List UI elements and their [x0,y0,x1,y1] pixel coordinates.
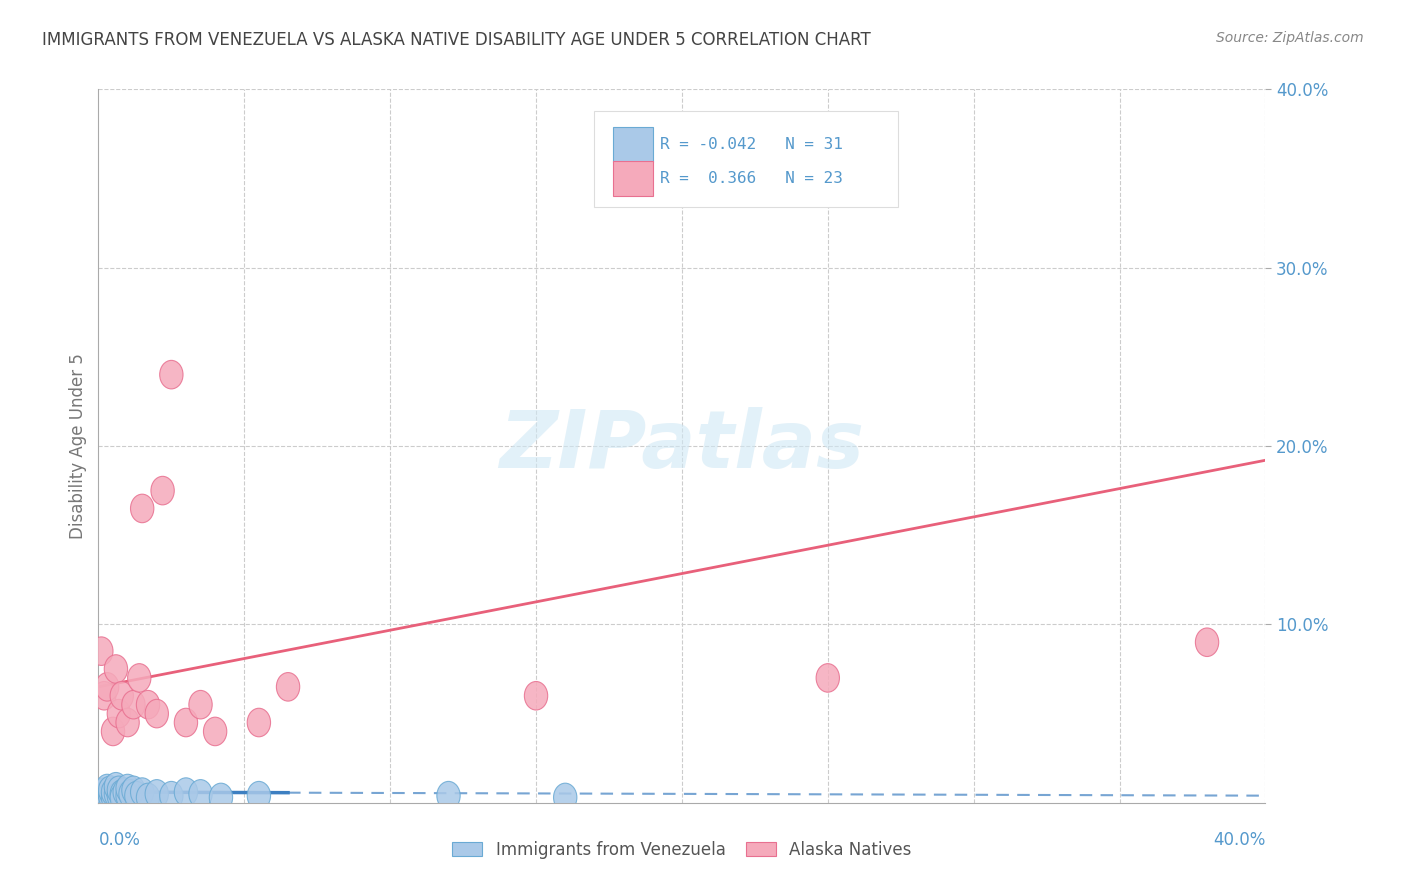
Legend: Immigrants from Venezuela, Alaska Natives: Immigrants from Venezuela, Alaska Native… [453,840,911,859]
Ellipse shape [160,781,183,810]
Text: 0.0%: 0.0% [98,831,141,849]
Ellipse shape [93,681,115,710]
Ellipse shape [437,781,460,810]
Ellipse shape [136,690,160,719]
Ellipse shape [101,783,125,812]
Ellipse shape [115,708,139,737]
FancyBboxPatch shape [613,127,652,162]
Ellipse shape [150,476,174,505]
Text: 40.0%: 40.0% [1213,831,1265,849]
Ellipse shape [204,717,226,746]
Y-axis label: Disability Age Under 5: Disability Age Under 5 [69,353,87,539]
Ellipse shape [1195,628,1219,657]
Ellipse shape [104,780,128,808]
Ellipse shape [188,780,212,808]
Text: IMMIGRANTS FROM VENEZUELA VS ALASKA NATIVE DISABILITY AGE UNDER 5 CORRELATION CH: IMMIGRANTS FROM VENEZUELA VS ALASKA NATI… [42,31,870,49]
Ellipse shape [174,778,198,806]
Ellipse shape [98,781,122,810]
Ellipse shape [136,783,160,812]
Ellipse shape [107,781,131,810]
Ellipse shape [107,776,131,805]
Ellipse shape [131,494,153,523]
Ellipse shape [120,780,142,808]
Ellipse shape [96,780,120,808]
Ellipse shape [145,780,169,808]
Text: Source: ZipAtlas.com: Source: ZipAtlas.com [1216,31,1364,45]
Ellipse shape [188,690,212,719]
Ellipse shape [122,690,145,719]
Ellipse shape [104,655,128,683]
Text: R = -0.042   N = 31: R = -0.042 N = 31 [659,137,842,153]
FancyBboxPatch shape [595,111,898,207]
Ellipse shape [122,776,145,805]
Ellipse shape [110,681,134,710]
Ellipse shape [104,772,128,801]
Ellipse shape [115,774,139,803]
Ellipse shape [101,717,125,746]
Ellipse shape [815,664,839,692]
Ellipse shape [110,780,134,808]
Ellipse shape [131,778,153,806]
Ellipse shape [145,699,169,728]
Ellipse shape [554,783,576,812]
Ellipse shape [125,781,148,810]
Text: ZIPatlas: ZIPatlas [499,407,865,485]
Ellipse shape [247,708,270,737]
Ellipse shape [112,778,136,806]
Ellipse shape [90,637,112,665]
Ellipse shape [128,664,150,692]
Text: R =  0.366   N = 23: R = 0.366 N = 23 [659,171,842,186]
Ellipse shape [524,681,548,710]
Ellipse shape [96,673,120,701]
Ellipse shape [98,776,122,805]
Ellipse shape [93,783,115,812]
Ellipse shape [247,781,270,810]
Ellipse shape [160,360,183,389]
Ellipse shape [174,708,198,737]
Ellipse shape [96,774,120,803]
Ellipse shape [107,699,131,728]
FancyBboxPatch shape [613,161,652,195]
Ellipse shape [209,783,232,812]
Ellipse shape [93,778,115,806]
Ellipse shape [115,781,139,810]
Ellipse shape [277,673,299,701]
Ellipse shape [101,778,125,806]
Ellipse shape [110,783,134,812]
Ellipse shape [90,781,112,810]
